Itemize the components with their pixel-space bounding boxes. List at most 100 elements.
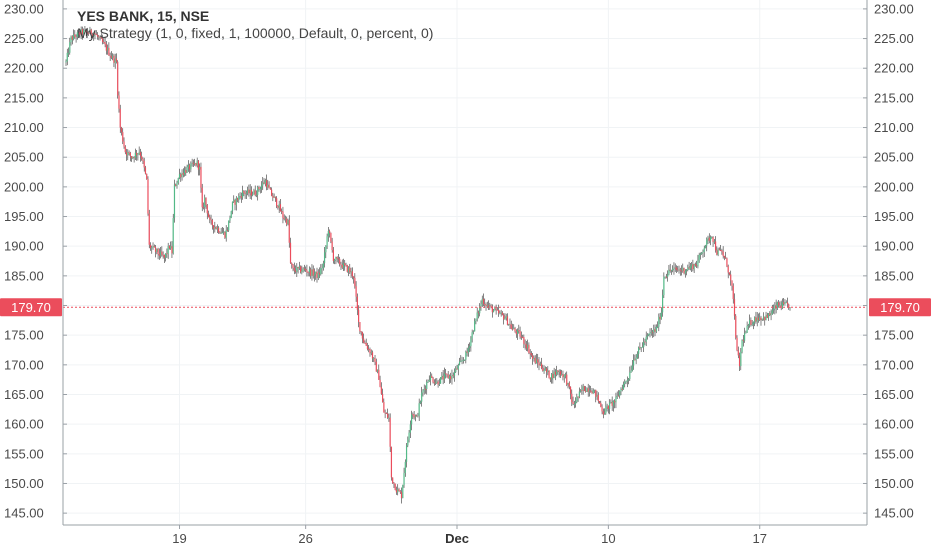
candle-body bbox=[721, 250, 723, 252]
candle-body bbox=[746, 326, 748, 333]
candle-body bbox=[392, 477, 394, 484]
candle-body bbox=[551, 373, 553, 380]
candle-body bbox=[509, 324, 511, 326]
y-tick-label: 200.00 bbox=[874, 179, 914, 194]
candle-body bbox=[581, 390, 583, 391]
candle-body bbox=[110, 56, 113, 58]
candle-body bbox=[549, 378, 551, 380]
candle-body bbox=[171, 246, 173, 254]
candle-body bbox=[182, 173, 184, 175]
candle-body bbox=[547, 370, 549, 373]
candle-body bbox=[173, 184, 176, 219]
candle-body bbox=[260, 185, 263, 189]
strategy-legend[interactable]: My Strategy (1, 0, fixed, 1, 100000, Def… bbox=[77, 25, 433, 41]
candle-body bbox=[95, 34, 97, 36]
candle-body bbox=[644, 341, 646, 343]
candle-body bbox=[408, 432, 410, 440]
candle-body bbox=[518, 330, 520, 332]
candle-body bbox=[149, 244, 152, 249]
candle-body bbox=[301, 270, 303, 273]
x-tick-label: 26 bbox=[298, 531, 312, 546]
candle-body bbox=[660, 312, 662, 320]
candle-body bbox=[255, 194, 258, 196]
candle-body bbox=[321, 268, 323, 269]
candle-body bbox=[305, 268, 307, 271]
candle-body bbox=[784, 302, 786, 304]
candle-body bbox=[717, 249, 719, 255]
candle-body bbox=[300, 266, 302, 273]
candle-body bbox=[530, 353, 533, 356]
candle-body bbox=[472, 331, 475, 333]
candle-body bbox=[238, 196, 240, 201]
candle-body bbox=[80, 29, 82, 35]
candle-body bbox=[364, 342, 366, 344]
candle-body bbox=[572, 402, 574, 405]
candle-body bbox=[669, 269, 671, 271]
candle-body bbox=[113, 55, 115, 63]
candle-body bbox=[648, 333, 650, 336]
candle-body bbox=[649, 332, 651, 334]
candle-body bbox=[225, 229, 227, 238]
candle-body bbox=[123, 141, 125, 147]
candle-body bbox=[457, 364, 459, 370]
candle-body bbox=[474, 320, 476, 332]
candle-body bbox=[428, 379, 430, 382]
candle-body bbox=[738, 355, 741, 367]
candle-body bbox=[264, 180, 266, 184]
candle-body bbox=[366, 345, 369, 350]
candle-body bbox=[722, 251, 724, 256]
candle-body bbox=[537, 359, 539, 363]
candle-body bbox=[486, 305, 488, 307]
candle-body bbox=[423, 388, 425, 391]
candle-body bbox=[90, 29, 92, 35]
candle-body bbox=[120, 127, 123, 133]
candle-body bbox=[773, 308, 775, 311]
candle-body bbox=[383, 402, 385, 413]
candle-body bbox=[455, 368, 457, 372]
candle-body bbox=[776, 302, 778, 309]
candle-body bbox=[626, 380, 628, 382]
candle-body bbox=[156, 248, 158, 252]
candle-body bbox=[93, 33, 95, 37]
candle-body bbox=[413, 414, 415, 418]
x-axis[interactable]: 19 26 Dec 10 17 bbox=[172, 525, 767, 546]
candle-body bbox=[234, 200, 236, 205]
candle-body bbox=[452, 375, 454, 376]
candle-body bbox=[495, 308, 497, 310]
candle-body bbox=[94, 33, 96, 35]
candle-body bbox=[211, 220, 213, 226]
price-tag-right-label: 179.70 bbox=[880, 300, 920, 315]
candle-body bbox=[316, 271, 318, 278]
candle-body bbox=[186, 167, 188, 173]
candle-body bbox=[754, 317, 756, 323]
candle-body bbox=[276, 198, 278, 207]
candle-body bbox=[330, 232, 332, 242]
candle-body bbox=[101, 38, 104, 43]
candle-body bbox=[469, 346, 471, 349]
candle-body bbox=[187, 164, 189, 168]
y-axis-left[interactable]: 145.00 150.00 155.00 160.00 165.00 170.00 175.… bbox=[4, 1, 67, 521]
candle-body bbox=[124, 146, 126, 153]
candle-body bbox=[223, 231, 225, 233]
price-tag-left-bg bbox=[0, 298, 62, 317]
candle-body bbox=[672, 268, 674, 271]
y-tick-label: 205.00 bbox=[4, 150, 44, 165]
candle-body bbox=[619, 391, 621, 396]
candle-body bbox=[209, 217, 211, 220]
candle-body bbox=[281, 211, 283, 212]
candle-body bbox=[268, 184, 270, 189]
candle-body bbox=[544, 368, 546, 371]
candle-body bbox=[576, 396, 578, 402]
candle-body bbox=[756, 317, 758, 322]
candle-body bbox=[349, 267, 351, 273]
candle-body bbox=[411, 414, 413, 425]
y-tick-label: 160.00 bbox=[4, 417, 44, 432]
candle-body bbox=[361, 332, 364, 339]
y-axis-right[interactable]: 145.00 150.00 155.00 160.00 165.00 170.00 175.… bbox=[863, 1, 914, 521]
candle-body bbox=[740, 351, 742, 367]
y-tick-label: 200.00 bbox=[4, 179, 44, 194]
candle-body bbox=[390, 446, 393, 478]
candle-body bbox=[426, 382, 428, 390]
candle-body bbox=[438, 383, 440, 385]
